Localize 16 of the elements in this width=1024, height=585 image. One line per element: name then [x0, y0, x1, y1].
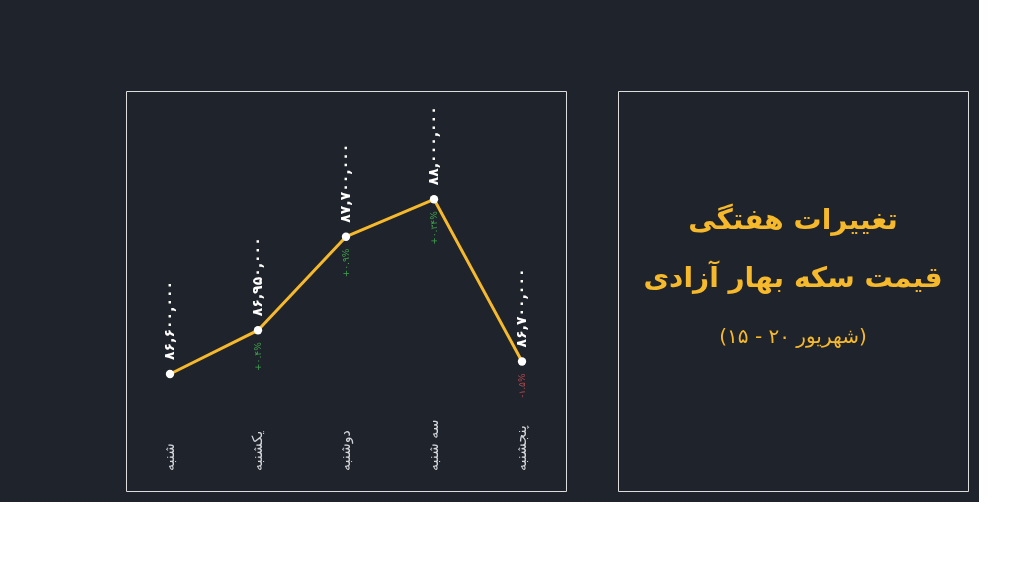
- data-label: ۸۶,۶۰۰,۰۰۰: [161, 280, 177, 360]
- x-tick-label: سه شنبه: [425, 419, 441, 471]
- x-tick-label: یکشنبه: [249, 430, 265, 471]
- data-label: ۸۷,۷۰۰,۰۰۰: [337, 143, 353, 223]
- x-tick-label: دوشنبه: [337, 430, 354, 471]
- data-label: ۸۶,۷۰۰,۰۰۰: [513, 268, 529, 348]
- annotation: -۱.۵%: [517, 373, 527, 398]
- annotation: +۰.۳۴%: [429, 210, 439, 245]
- x-tick-label: شنبه: [161, 443, 177, 471]
- data-label: ۸۶,۹۵۰,۰۰۰: [249, 237, 265, 317]
- x-tick-label: پنجشنبه: [513, 425, 530, 471]
- text: تغییرات هفتگی قیمت سکه بهار آزادی: [643, 203, 943, 294]
- annotation: +۰.۹%: [341, 248, 351, 278]
- text: (شهریور ۲۰ - ۱۵): [719, 324, 867, 348]
- annotation: +۰.۴%: [253, 341, 263, 371]
- data-label: ۸۸,۰۰۰,۰۰۰: [425, 106, 441, 186]
